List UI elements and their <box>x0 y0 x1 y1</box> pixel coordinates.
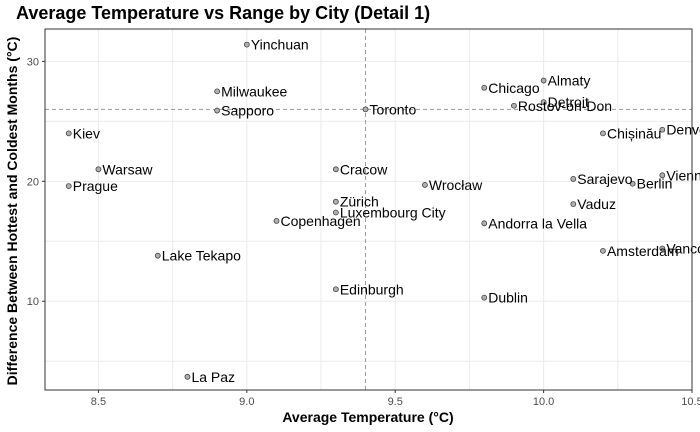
y-tick-label: 10 <box>27 296 39 308</box>
data-point <box>600 247 606 254</box>
point-label: Vienna <box>666 167 700 183</box>
point-label: Rostov-on-Don <box>518 98 612 114</box>
points-layer <box>65 41 666 380</box>
data-point <box>243 41 250 48</box>
y-axis-title: Difference Between Hottest and Coldest M… <box>4 37 20 386</box>
data-point <box>629 180 636 187</box>
point-label: Edinburgh <box>340 281 404 297</box>
point-label: Sapporo <box>221 103 274 119</box>
point-label: Detroit <box>548 94 589 110</box>
x-tick-label: 9.0 <box>239 396 254 408</box>
x-tick-label: 9.5 <box>388 396 403 408</box>
point-label: Chișinău <box>607 125 661 141</box>
point-label: Dublin <box>488 290 528 306</box>
x-tick-label: 10.0 <box>533 396 554 408</box>
point-label: Milwaukee <box>221 83 287 99</box>
data-point <box>570 201 577 208</box>
point-label: Prague <box>73 178 118 194</box>
point-label: Lake Tekapo <box>162 248 241 264</box>
data-point <box>184 373 191 380</box>
point-label: Toronto <box>370 101 417 117</box>
data-point <box>600 130 606 137</box>
point-label: Kiev <box>73 125 100 141</box>
data-point <box>659 172 666 179</box>
data-point <box>481 84 488 91</box>
data-point <box>332 198 339 205</box>
axis-layer: 8.5 9.0 9.5 10.0 10.5 10 20 30 <box>27 56 700 408</box>
data-point <box>540 99 547 106</box>
point-labels-layer: Yinchuan Milwaukee Sapporo Kiev WarsawPrague… <box>73 37 700 385</box>
y-tick-label: 20 <box>27 176 39 188</box>
data-point <box>421 182 428 188</box>
chart-title: Average Temperature vs Range by City (De… <box>16 3 430 23</box>
x-tick-label: 10.5 <box>681 396 700 408</box>
data-point <box>659 126 666 133</box>
point-label: Sarajevo <box>577 171 632 187</box>
point-label: Amsterdam <box>607 243 679 259</box>
point-label: Yinchuan <box>251 37 309 53</box>
data-point <box>481 294 488 301</box>
point-label: Warsaw <box>102 161 153 177</box>
data-point <box>273 217 280 224</box>
point-label: Cracow <box>340 161 388 177</box>
point-label: Almaty <box>548 73 591 89</box>
data-point <box>362 106 369 113</box>
data-point <box>214 88 221 95</box>
data-point <box>481 220 488 227</box>
data-point <box>154 252 161 259</box>
data-point <box>95 166 102 173</box>
reference-lines <box>45 29 692 390</box>
point-label: Berlin <box>637 176 673 192</box>
data-point <box>214 107 221 114</box>
point-label: Andorra la Vella <box>488 215 587 231</box>
data-point <box>65 130 72 137</box>
point-label: Denver <box>666 122 700 138</box>
point-label: Vaduz <box>577 196 616 212</box>
data-point <box>511 102 517 109</box>
data-point <box>659 245 666 252</box>
point-label: Zürich <box>340 194 379 210</box>
y-tick-label: 30 <box>27 56 39 68</box>
data-point <box>332 209 339 216</box>
x-axis-title: Average Temperature (°C) <box>282 409 453 425</box>
panel-border <box>44 28 693 391</box>
data-point <box>570 176 577 182</box>
data-point <box>332 166 339 173</box>
point-label: Chicago <box>488 80 540 96</box>
data-point <box>540 77 547 84</box>
point-label: La Paz <box>191 369 235 385</box>
data-point <box>65 183 72 190</box>
data-point <box>332 286 339 293</box>
point-label: Copenhagen <box>280 213 360 229</box>
x-tick-label: 8.5 <box>91 396 106 408</box>
point-label: Vancouver <box>666 240 700 256</box>
point-label: Wrocław <box>429 177 483 193</box>
point-label: Luxembourg City <box>340 204 446 220</box>
